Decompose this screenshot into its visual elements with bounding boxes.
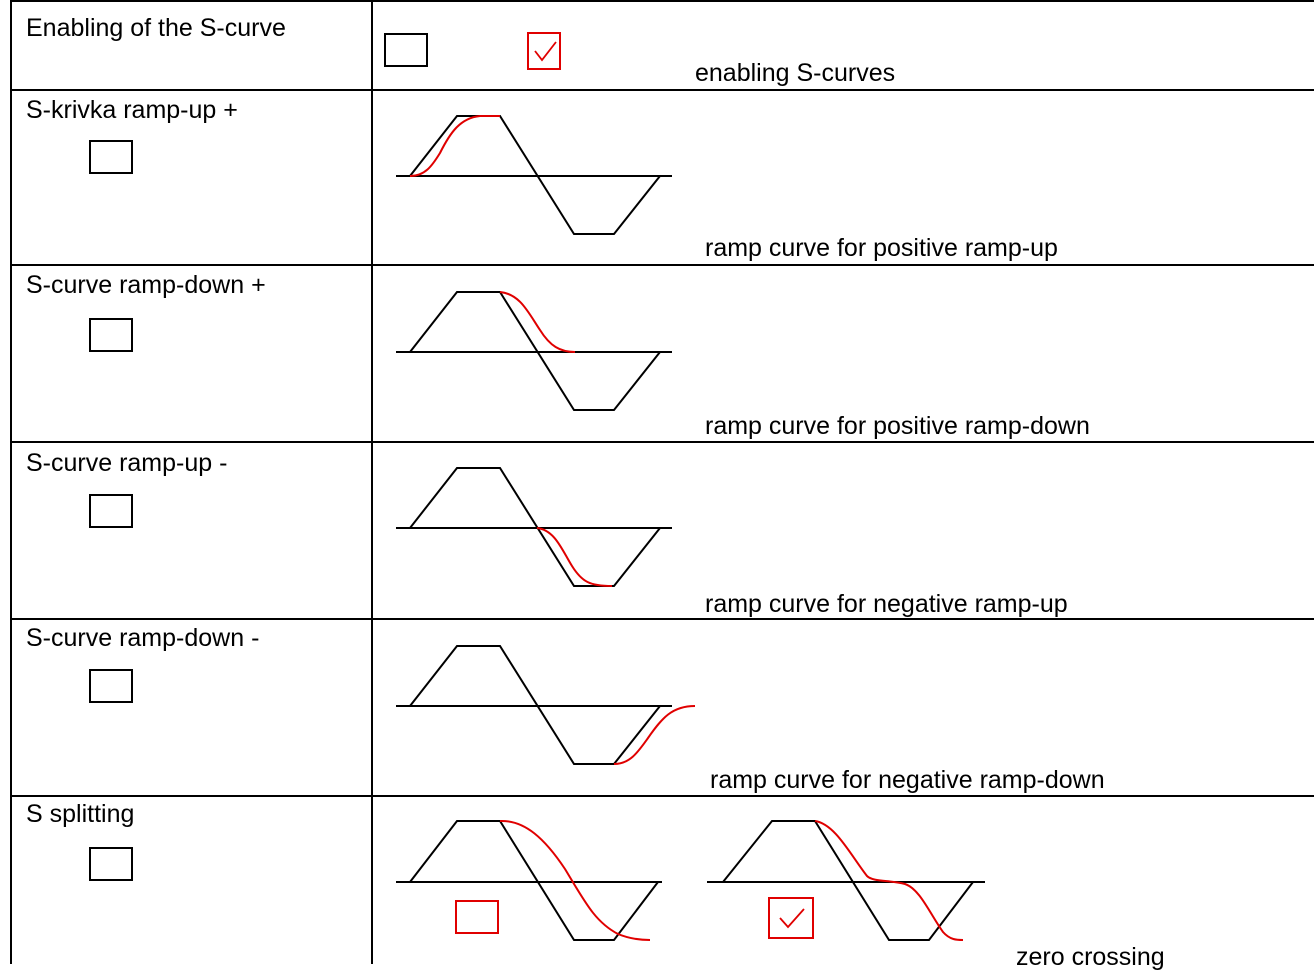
row-divider <box>10 89 1314 91</box>
row-label-ramp-down-pos: S-curve ramp-down + <box>26 271 266 299</box>
splitting-with-zero-crossing-diagram <box>707 820 985 941</box>
ramp-up-pos-checkbox[interactable] <box>89 140 133 174</box>
ramp-up-neg-diagram <box>396 467 672 587</box>
ramp-down-neg-checkbox[interactable] <box>89 669 133 703</box>
checkmark-icon <box>779 908 805 929</box>
row-label-ramp-up-neg: S-curve ramp-up - <box>26 449 228 477</box>
enable-checkbox-checked[interactable] <box>527 32 561 70</box>
table-left-border <box>10 0 12 964</box>
ramp-up-pos-diagram <box>396 115 672 235</box>
row-description-ramp-down-neg: ramp curve for negative ramp-down <box>710 766 1105 794</box>
row-label-ramp-up-pos: S-krivka ramp-up + <box>26 96 238 124</box>
row-description-ramp-up-pos: ramp curve for positive ramp-up <box>705 234 1058 262</box>
ramp-down-pos-checkbox[interactable] <box>89 318 133 352</box>
row-label-splitting: S splitting <box>26 800 135 828</box>
splitting-without-zero-crossing-diagram <box>396 819 662 941</box>
splitting-checkbox[interactable] <box>89 847 133 881</box>
row-description-ramp-down-pos: ramp curve for positive ramp-down <box>705 412 1090 440</box>
ramp-down-pos-diagram <box>396 291 672 411</box>
ramp-down-neg-diagram <box>396 645 696 765</box>
splitting-with-zero-crossing-checkbox[interactable] <box>768 897 814 939</box>
row-label-ramp-down-neg: S-curve ramp-down - <box>26 624 260 652</box>
row-description-enable: enabling S-curves <box>695 59 896 87</box>
row-label-enable: Enabling of the S-curve <box>26 14 286 42</box>
row-divider <box>10 618 1314 620</box>
row-description-ramp-up-neg: ramp curve for negative ramp-up <box>705 590 1068 618</box>
splitting-without-zero-crossing-checkbox[interactable] <box>455 900 499 934</box>
row-divider <box>10 441 1314 443</box>
table-column-divider <box>371 0 373 964</box>
enable-checkbox-unchecked[interactable] <box>384 33 428 67</box>
table-top-border <box>10 0 1314 2</box>
checkmark-icon <box>534 41 557 62</box>
row-divider <box>10 264 1314 266</box>
ramp-up-neg-checkbox[interactable] <box>89 494 133 528</box>
row-description-splitting: zero crossing <box>1016 943 1165 971</box>
row-divider <box>10 795 1314 797</box>
